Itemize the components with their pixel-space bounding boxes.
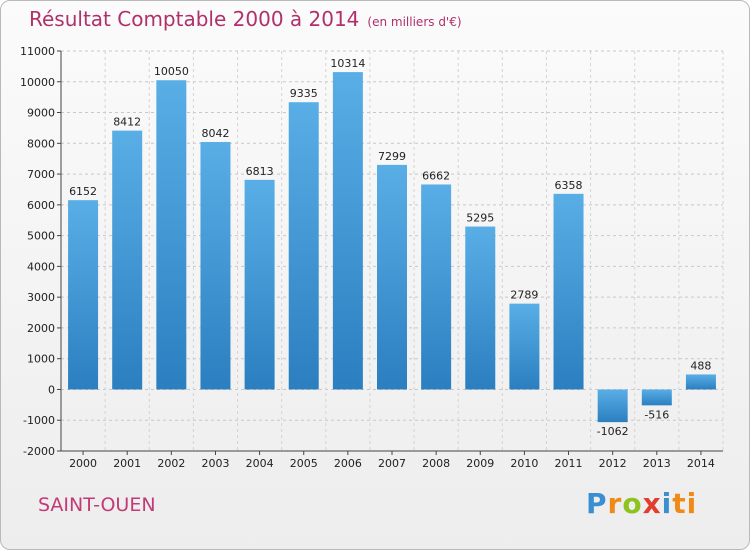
x-tick-label: 2014	[687, 457, 715, 470]
y-tick-label: 4000	[27, 260, 55, 273]
axes	[57, 50, 723, 455]
y-tick-labels: -2000 -1000 0 1000 2000 3000 4000 5000 6000 7000 8…	[20, 45, 55, 458]
data-label: -516	[644, 408, 669, 421]
data-labels: 6152 8412 10050 8042 6813 9335 10314 7299 6662 52…	[69, 57, 711, 438]
x-tick-label: 2005	[290, 457, 318, 470]
x-tick-label: 2002	[157, 457, 185, 470]
x-tick-label: 2006	[334, 457, 362, 470]
logo-letter: i	[661, 487, 673, 520]
x-tick-label: 2012	[599, 457, 627, 470]
y-tick-label: -1000	[23, 414, 55, 427]
bar	[509, 303, 540, 390]
x-tick-label: 2003	[201, 457, 229, 470]
data-label: 6358	[555, 179, 583, 192]
data-label: 488	[690, 359, 711, 372]
chart-unit: (en milliers d'€)	[367, 15, 462, 29]
x-tick-label: 2009	[466, 457, 494, 470]
x-tick-label: 2011	[555, 457, 583, 470]
y-tick-label: 11000	[20, 45, 55, 58]
x-tick-label: 2013	[643, 457, 671, 470]
chart-title: Résultat Comptable 2000 à 2014 (en millie…	[29, 7, 462, 31]
y-tick-label: -2000	[23, 445, 55, 458]
data-label: 10314	[330, 57, 365, 70]
y-tick-label: 1000	[27, 353, 55, 366]
bar	[641, 389, 672, 406]
y-tick-label: 10000	[20, 76, 55, 89]
data-label: 5295	[466, 212, 494, 225]
proxiti-logo[interactable]: Proxiti	[586, 487, 697, 520]
bar	[244, 179, 275, 390]
data-label: 6152	[69, 185, 97, 198]
bar	[421, 184, 452, 390]
bar	[597, 389, 628, 423]
data-label: 10050	[154, 65, 189, 78]
bars	[68, 72, 716, 423]
data-label: 2789	[510, 289, 538, 302]
data-label: 6813	[246, 165, 274, 178]
data-label: 7299	[378, 150, 406, 163]
city-name: SAINT-OUEN	[38, 494, 156, 516]
data-label: 8042	[201, 127, 229, 140]
logo-letter: P	[586, 487, 608, 520]
data-label: -1062	[597, 425, 629, 438]
y-tick-label: 8000	[27, 137, 55, 150]
chart-title-text: Résultat Comptable 2000 à 2014	[29, 7, 360, 31]
y-tick-label: 7000	[27, 168, 55, 181]
bar	[685, 374, 716, 390]
x-tick-label: 2007	[378, 457, 406, 470]
logo-letter: ti	[672, 487, 698, 520]
bar	[112, 130, 143, 390]
x-tick-labels: 2000 2001 2002 2003 2004 2005 2006 2007 2008 2009…	[69, 457, 715, 470]
bar	[465, 226, 496, 390]
bar	[553, 193, 584, 390]
bar	[68, 200, 99, 390]
logo-letter: r	[607, 487, 623, 520]
y-tick-label: 9000	[27, 107, 55, 120]
bar	[288, 102, 319, 390]
bar	[156, 80, 187, 390]
data-label: 9335	[290, 87, 318, 100]
x-tick-label: 2010	[510, 457, 538, 470]
y-tick-label: 3000	[27, 291, 55, 304]
y-tick-label: 5000	[27, 230, 55, 243]
bar	[332, 72, 363, 390]
data-label: 6662	[422, 169, 450, 182]
y-tick-label: 0	[48, 383, 55, 396]
x-tick-label: 2008	[422, 457, 450, 470]
x-tick-label: 2004	[246, 457, 274, 470]
y-tick-label: 2000	[27, 322, 55, 335]
bar	[200, 142, 231, 390]
data-label: 8412	[113, 116, 141, 129]
x-tick-label: 2001	[113, 457, 141, 470]
y-tick-label: 6000	[27, 199, 55, 212]
logo-letter: o	[622, 487, 643, 520]
bar	[377, 164, 407, 390]
logo-letter: x	[642, 487, 662, 520]
x-tick-label: 2000	[69, 457, 97, 470]
